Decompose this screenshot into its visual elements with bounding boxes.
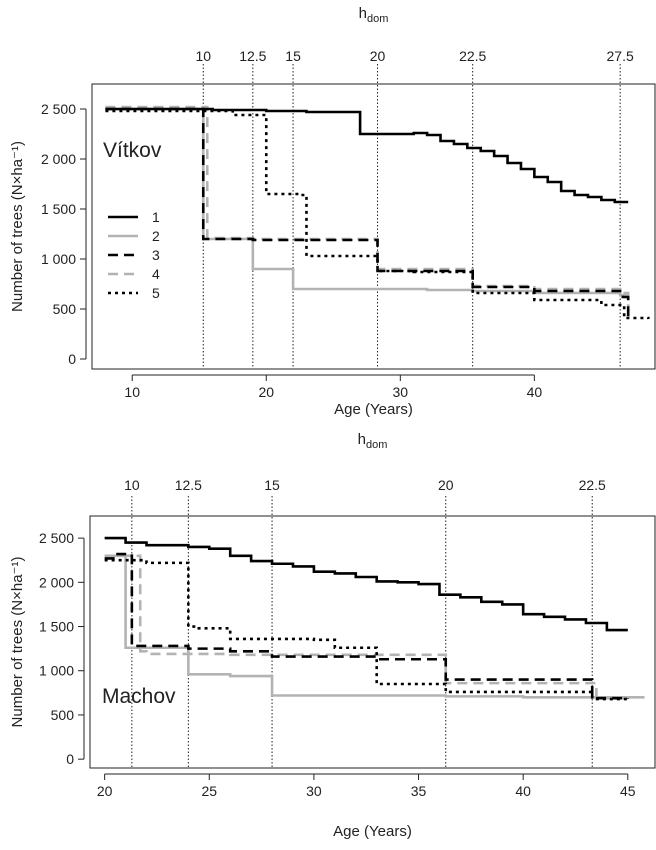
- series-line-4: [105, 105, 630, 319]
- hdom-tick-label: 20: [370, 48, 386, 64]
- y-tick-label: 1 500: [41, 201, 76, 217]
- x-axis: 20 25 30 35 40 45: [97, 773, 636, 799]
- chart-panel-2: 10 12.5 15 20 22.5 hdom 20 25 30 35 40 45 Age (Years…: [9, 431, 656, 840]
- legend-label: 4: [152, 266, 160, 282]
- hdom-tick-label: 10: [195, 48, 211, 64]
- x-tick-label: 30: [393, 384, 409, 400]
- hdom-axis: 10 12.5 15 20 22.5 27.5 hdom: [195, 5, 634, 369]
- x-tick-label: 40: [527, 384, 543, 400]
- legend: 1 2 3 4 5: [108, 209, 160, 301]
- y-tick-label: 2 000: [39, 574, 74, 590]
- legend-label: 1: [152, 209, 160, 225]
- x-tick-label: 40: [515, 783, 531, 799]
- panel-label: Machov: [102, 685, 176, 708]
- y-axis-title: Number of trees (N×ha⁻¹): [9, 141, 26, 312]
- hdom-tick-label: 15: [264, 477, 280, 493]
- x-tick-label: 35: [411, 783, 427, 799]
- series-group: [105, 105, 650, 320]
- legend-label: 3: [152, 247, 160, 263]
- y-tick-label: 2 000: [41, 151, 76, 167]
- y-axis: 0 500 1 000 1 500 2 000 2 500: [39, 530, 85, 767]
- y-tick-label: 1 000: [41, 251, 76, 267]
- series-line-3: [105, 107, 630, 319]
- x-tick-label: 45: [620, 783, 636, 799]
- series-line-1: [105, 107, 629, 204]
- hdom-axis-title: hdom: [358, 431, 388, 451]
- x-tick-label: 10: [124, 384, 140, 400]
- hdom-tick-label: 12.5: [239, 48, 266, 64]
- y-tick-label: 1 000: [39, 663, 74, 679]
- x-tick-label: 20: [97, 783, 113, 799]
- y-tick-label: 0: [68, 351, 76, 367]
- x-tick-label: 30: [306, 783, 322, 799]
- plot-frame: [91, 83, 656, 370]
- plot-frame: [89, 515, 656, 769]
- y-tick-label: 2 500: [41, 101, 76, 117]
- x-axis-title: Age (Years): [334, 401, 413, 418]
- y-tick-label: 500: [53, 301, 77, 317]
- legend-label: 5: [152, 285, 160, 301]
- x-tick-label: 20: [258, 384, 274, 400]
- x-tick-label: 25: [201, 783, 217, 799]
- series-group: [104, 536, 645, 701]
- hdom-tick-label: 20: [438, 477, 454, 493]
- hdom-axis: 10 12.5 15 20 22.5 hdom: [124, 431, 606, 768]
- y-tick-label: 0: [66, 751, 74, 767]
- hdom-tick-label: 12.5: [175, 477, 202, 493]
- y-tick-label: 500: [51, 707, 75, 723]
- series-line-5: [104, 558, 628, 701]
- hdom-tick-label: 15: [285, 48, 301, 64]
- legend-label: 2: [152, 228, 160, 244]
- x-axis-title: Age (Years): [333, 823, 412, 840]
- panel-label: Vítkov: [103, 139, 162, 162]
- y-axis-title: Number of trees (N×ha⁻¹): [9, 557, 26, 728]
- series-line-3: [104, 552, 630, 700]
- x-axis: 10 20 30 40: [124, 374, 543, 400]
- hdom-tick-label: 22.5: [459, 48, 486, 64]
- hdom-tick-label: 27.5: [607, 48, 634, 64]
- series-line-1: [104, 536, 628, 632]
- series-line-5: [105, 109, 650, 320]
- hdom-tick-label: 10: [124, 477, 140, 493]
- series-line-4: [104, 554, 630, 700]
- series-line-2: [105, 107, 629, 297]
- hdom-tick-label: 22.5: [579, 477, 606, 493]
- y-tick-label: 1 500: [39, 619, 74, 635]
- y-tick-label: 2 500: [39, 530, 74, 546]
- y-axis: 0 500 1 000 1 500 2 000 2 500: [41, 101, 87, 367]
- series-line-2: [104, 554, 645, 699]
- hdom-axis-title: hdom: [359, 5, 389, 25]
